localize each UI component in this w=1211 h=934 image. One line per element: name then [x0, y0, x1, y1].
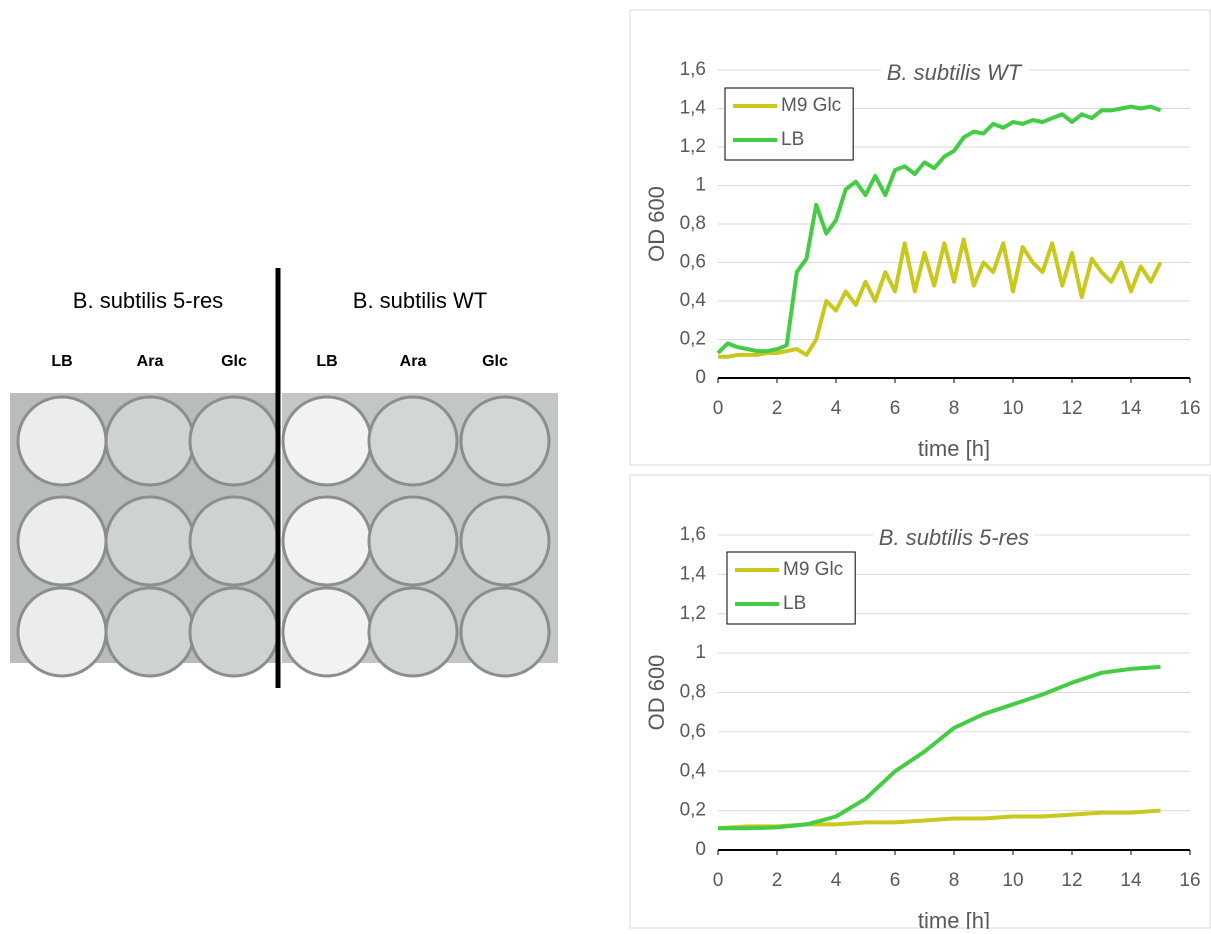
y-axis-title: OD 600 — [644, 186, 669, 262]
title-bg — [880, 59, 1029, 85]
legend: M9 Glc LB — [724, 87, 854, 161]
y-tick-label: 0,4 — [680, 760, 707, 781]
series-line — [718, 664, 1161, 831]
x-tick-label: 12 — [1061, 870, 1082, 891]
x-tick-label: 10 — [1002, 398, 1023, 419]
y-tick-label: 0,2 — [680, 329, 706, 350]
x-tick-label: 2 — [772, 870, 783, 891]
legend-label: LB — [783, 593, 806, 614]
x-tick-label: 10 — [1002, 870, 1023, 891]
legend-box — [726, 551, 856, 625]
column-label: Ara — [400, 353, 427, 370]
series-line — [718, 237, 1163, 359]
group-title: B. subtilis WT — [353, 288, 487, 313]
y-tick-label: 1 — [695, 175, 706, 196]
group-title: B. subtilis 5-res — [73, 288, 223, 313]
y-tick-label: 0,6 — [680, 252, 706, 273]
y-axis-title: OD 600 — [644, 655, 669, 731]
x-tick-label: 8 — [949, 398, 960, 419]
column-label: Glc — [482, 353, 508, 370]
x-tick-label: 4 — [831, 398, 842, 419]
x-tick-label: 6 — [890, 870, 901, 891]
y-tick-label: 1 — [695, 642, 706, 663]
x-axis-title: time [h] — [918, 908, 990, 929]
chart-frame — [629, 474, 1211, 929]
x-axis-title: time [h] — [918, 436, 990, 461]
legend-label: LB — [781, 129, 804, 150]
y-tick-label: 1,6 — [680, 59, 706, 80]
x-tick-label: 14 — [1120, 398, 1142, 419]
column-label: LB — [51, 353, 72, 370]
x-tick-label: 14 — [1120, 870, 1142, 891]
chart-title: B. subtilis 5-res — [879, 525, 1029, 550]
y-tick-label: 1,2 — [680, 136, 706, 157]
x-tick-label: 0 — [713, 870, 724, 891]
x-tick-label: 8 — [949, 870, 960, 891]
wells — [16, 395, 551, 678]
y-tick-label: 0,4 — [680, 290, 707, 311]
column-label: Ara — [137, 353, 164, 370]
y-tick-label: 0,2 — [680, 800, 706, 821]
legend-box — [724, 87, 854, 161]
y-tick-label: 1,4 — [680, 98, 707, 119]
series-line — [716, 104, 1162, 355]
y-tick-label: 1,4 — [680, 563, 707, 584]
y-tick-label: 1,6 — [680, 524, 706, 545]
y-tick-label: 0 — [695, 839, 706, 860]
legend-label: M9 Glc — [783, 559, 843, 580]
x-tick-label: 2 — [772, 398, 783, 419]
x-tick-label: 0 — [713, 398, 724, 419]
x-tick-label: 16 — [1179, 870, 1200, 891]
y-tick-label: 0,6 — [680, 721, 706, 742]
chart-frame — [629, 9, 1211, 466]
x-tick-label: 6 — [890, 398, 901, 419]
legend-label: M9 Glc — [781, 95, 841, 116]
x-tick-label: 4 — [831, 870, 842, 891]
x-tick-label: 12 — [1061, 398, 1082, 419]
chart-title: B. subtilis WT — [887, 60, 1023, 85]
y-tick-label: 0,8 — [680, 213, 706, 234]
column-label: Glc — [221, 353, 247, 370]
x-tick-label: 16 — [1179, 398, 1200, 419]
legend: M9 Glc LB — [726, 551, 856, 625]
column-label: LB — [316, 353, 337, 370]
y-tick-label: 0,8 — [680, 682, 706, 703]
title-bg — [872, 524, 1036, 550]
y-tick-label: 1,2 — [680, 603, 706, 624]
plate-photo — [10, 268, 558, 688]
y-tick-label: 0 — [695, 367, 706, 388]
